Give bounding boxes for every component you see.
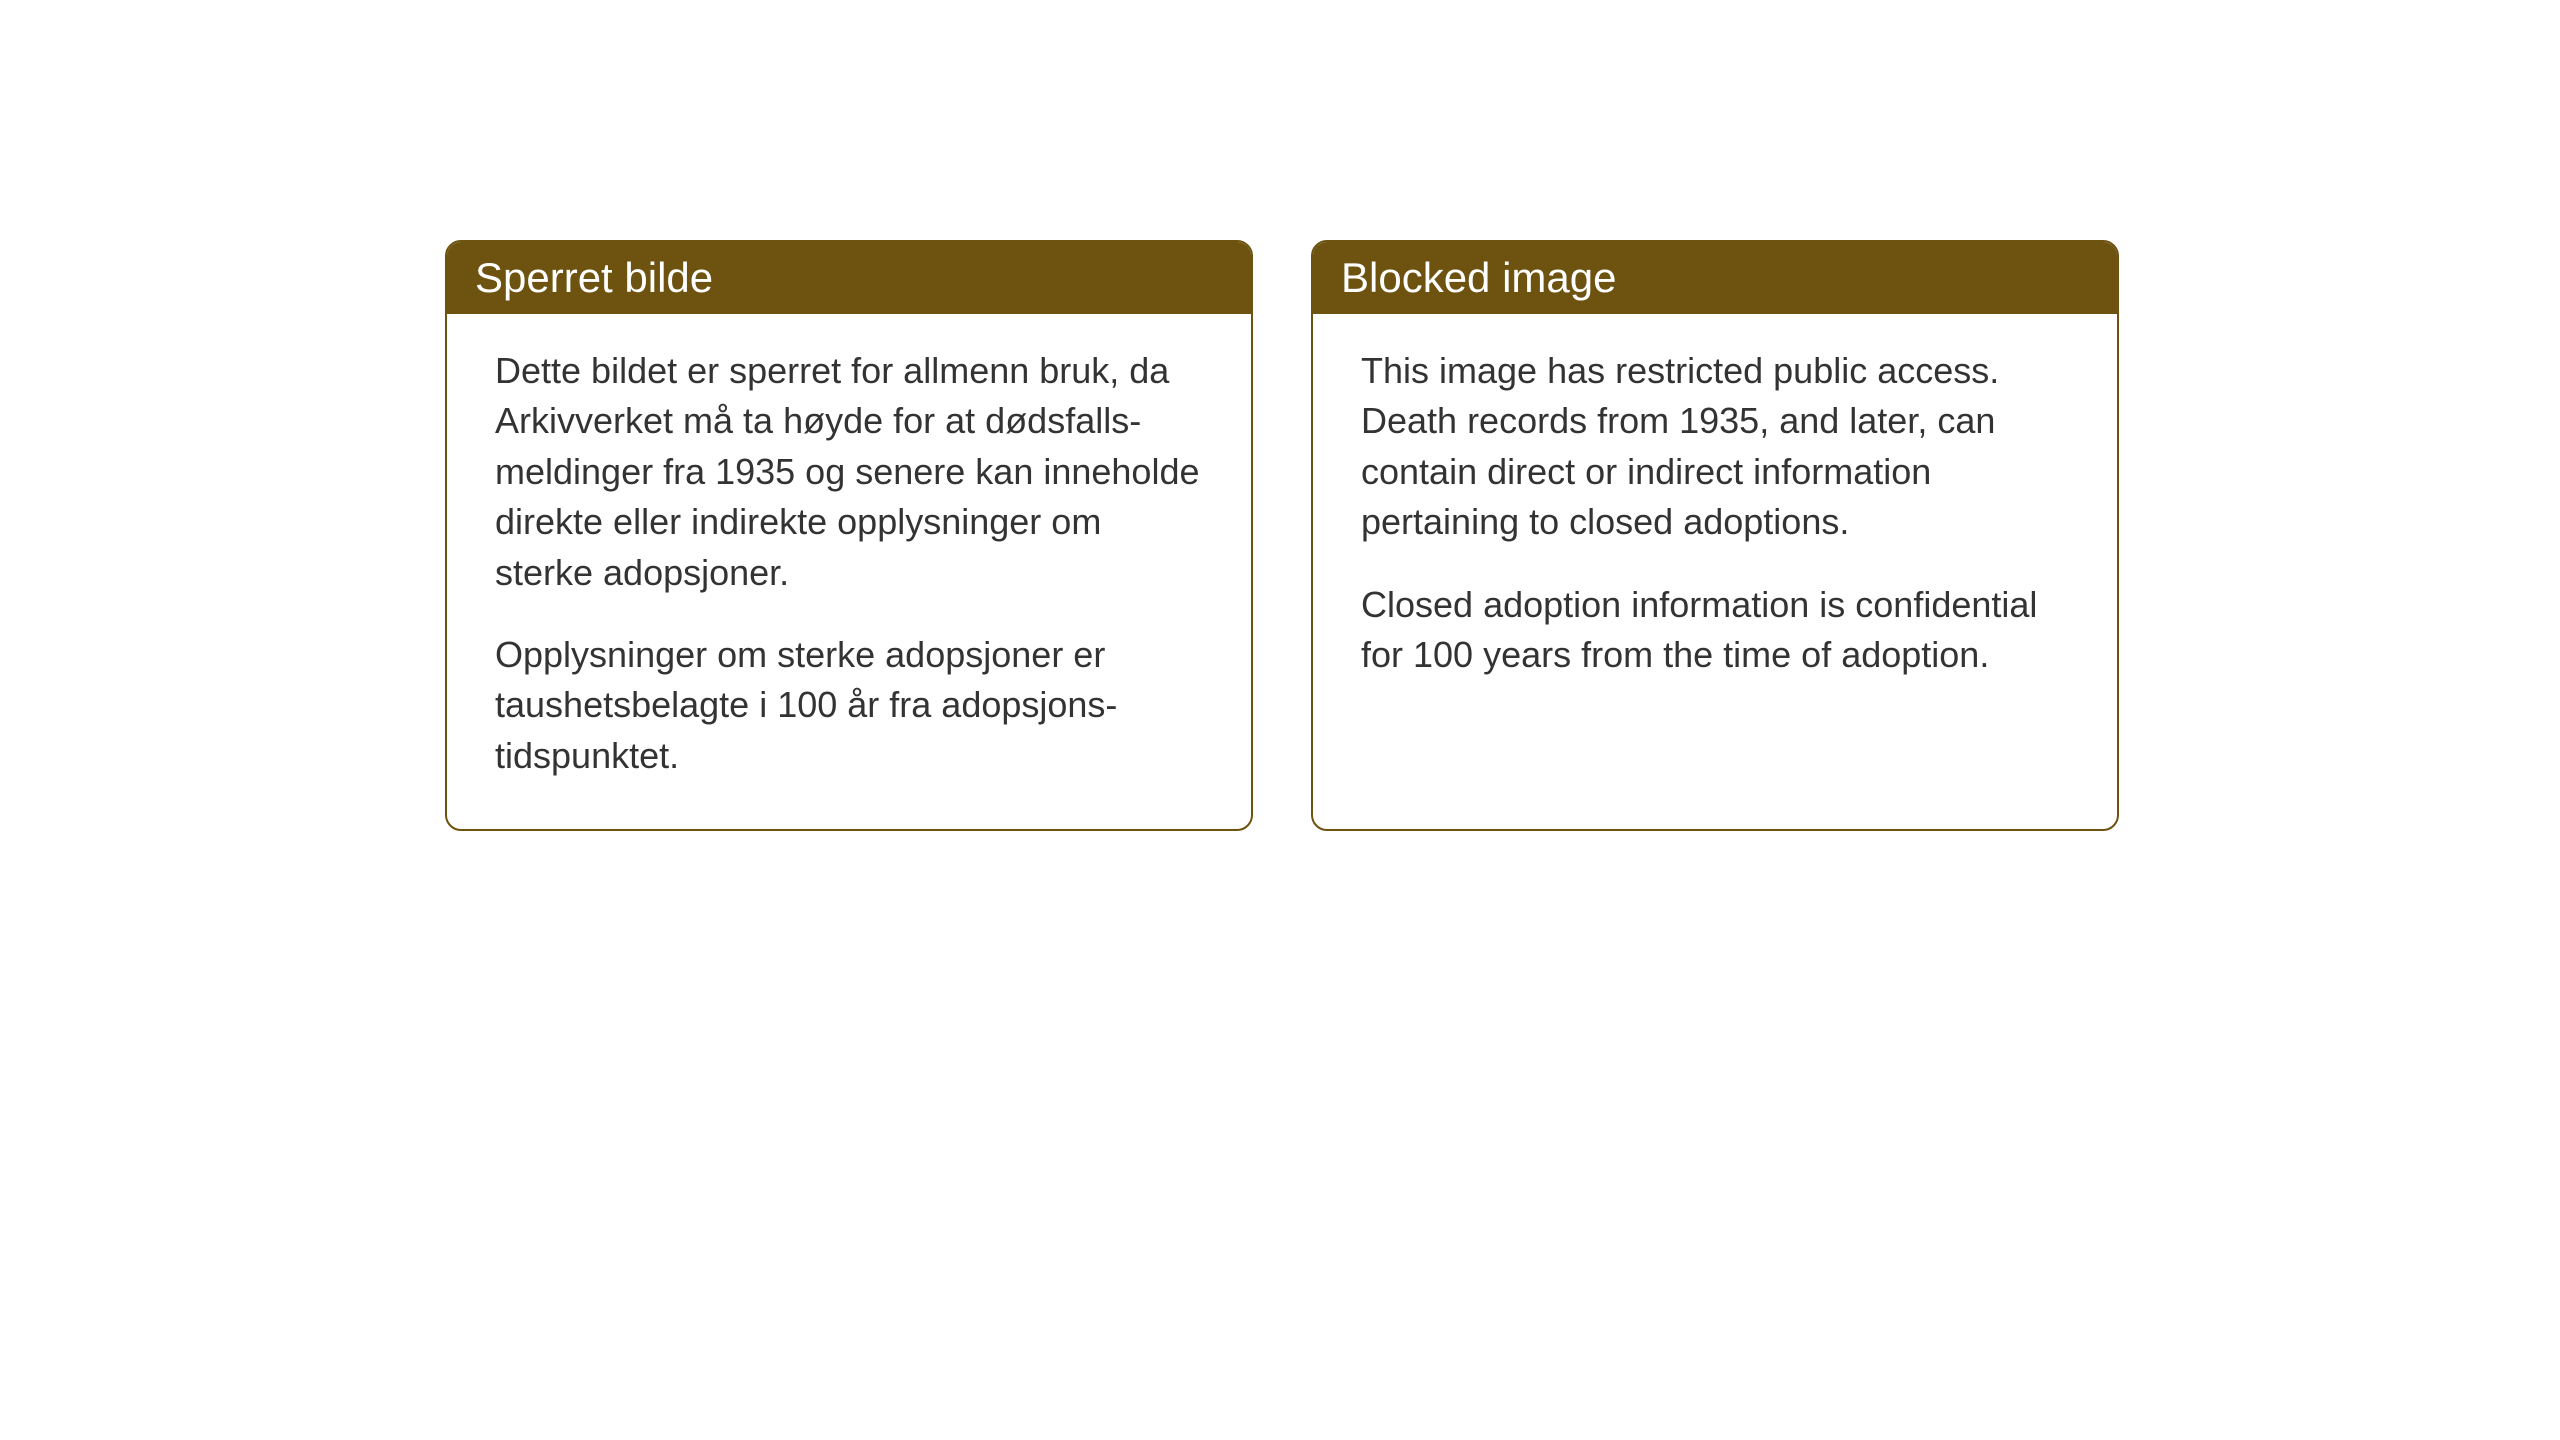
english-notice-card: Blocked image This image has restricted … bbox=[1311, 240, 2119, 831]
english-paragraph-1: This image has restricted public access.… bbox=[1361, 346, 2069, 548]
norwegian-notice-card: Sperret bilde Dette bildet er sperret fo… bbox=[445, 240, 1253, 831]
english-card-title: Blocked image bbox=[1313, 242, 2117, 314]
norwegian-card-title: Sperret bilde bbox=[447, 242, 1251, 314]
norwegian-paragraph-1: Dette bildet er sperret for allmenn bruk… bbox=[495, 346, 1203, 598]
english-card-body: This image has restricted public access.… bbox=[1313, 314, 2117, 829]
notice-container: Sperret bilde Dette bildet er sperret fo… bbox=[445, 240, 2119, 831]
norwegian-card-body: Dette bildet er sperret for allmenn bruk… bbox=[447, 314, 1251, 829]
norwegian-paragraph-2: Opplysninger om sterke adopsjoner er tau… bbox=[495, 630, 1203, 781]
english-paragraph-2: Closed adoption information is confident… bbox=[1361, 580, 2069, 681]
